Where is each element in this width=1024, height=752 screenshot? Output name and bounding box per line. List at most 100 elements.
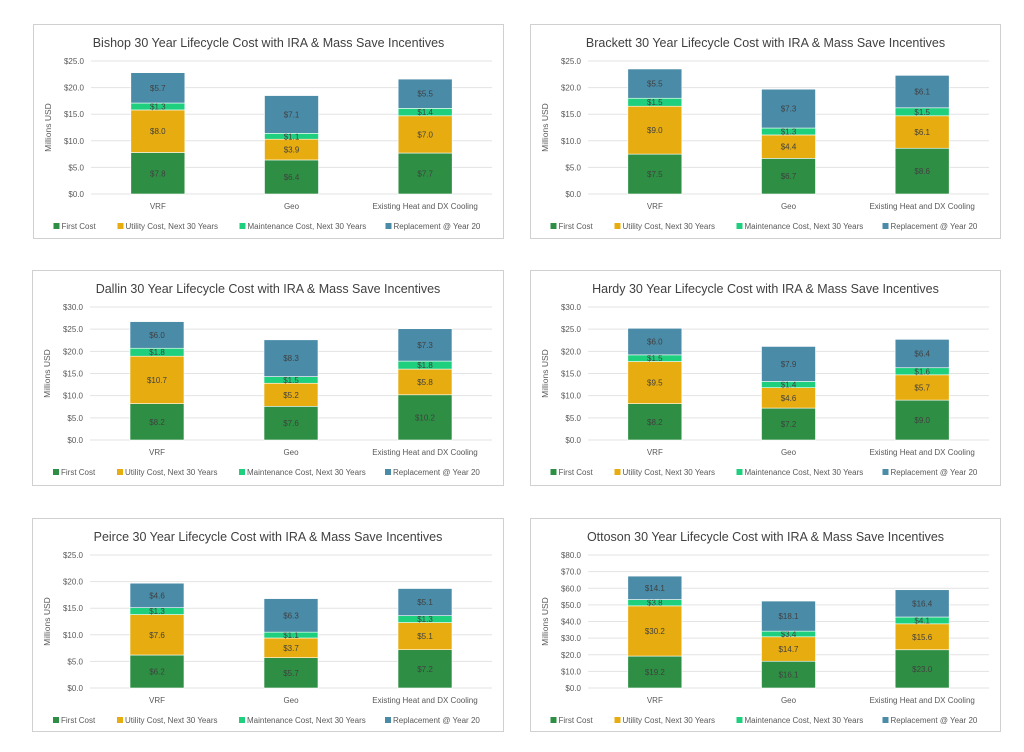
- legend-label: First Cost: [559, 468, 594, 477]
- chart-brackett: Brackett 30 Year Lifecycle Cost with IRA…: [530, 24, 1001, 239]
- legend-swatch-utility: [614, 469, 621, 475]
- legend-swatch-utility: [614, 223, 621, 229]
- bar-segment-first-cost: [627, 403, 683, 441]
- data-label: $1.1: [283, 631, 299, 640]
- x-category-label: Geo: [781, 696, 797, 705]
- data-label: $8.3: [283, 354, 299, 363]
- legend-swatch-replacement: [385, 469, 391, 475]
- legend-label: Utility Cost, Next 30 Years: [125, 716, 217, 725]
- data-label: $14.7: [778, 645, 799, 654]
- data-label: $10.7: [147, 376, 168, 385]
- bar-segment-utility: [627, 105, 683, 155]
- legend-swatch-utility: [117, 717, 123, 723]
- data-label: $1.5: [647, 98, 663, 107]
- bar-segment-replacement: [263, 339, 319, 377]
- y-tick-label: $5.0: [68, 163, 84, 172]
- chart-peirce: Peirce 30 Year Lifecycle Cost with IRA &…: [32, 518, 504, 732]
- data-label: $5.7: [283, 669, 299, 678]
- data-label: $1.5: [914, 108, 930, 117]
- chart-svg: Dallin 30 Year Lifecycle Cost with IRA &…: [42, 282, 492, 477]
- legend-label: Maintenance Cost, Next 30 Years: [745, 716, 864, 725]
- y-tick-label: $20.0: [64, 84, 85, 93]
- data-label: $8.2: [149, 418, 165, 427]
- x-category-label: Geo: [781, 202, 797, 211]
- bar-segment-replacement: [627, 575, 683, 600]
- legend-swatch-first-cost: [550, 469, 557, 475]
- data-label: $6.4: [914, 350, 930, 359]
- data-label: $1.3: [417, 615, 433, 624]
- data-label: $14.1: [645, 584, 666, 593]
- bar-segment-first-cost: [761, 407, 816, 441]
- bar-segment-replacement: [129, 321, 185, 349]
- y-tick-label: $20.0: [561, 84, 582, 93]
- chart-bishop: Bishop 30 Year Lifecycle Cost with IRA &…: [33, 24, 504, 239]
- bar-segment-first-cost: [894, 649, 950, 689]
- chart-title: Brackett 30 Year Lifecycle Cost with IRA…: [586, 36, 945, 50]
- data-label: $8.2: [647, 418, 663, 427]
- legend-label: First Cost: [559, 716, 594, 725]
- data-label: $1.8: [417, 361, 433, 370]
- x-category-label: Geo: [283, 448, 299, 457]
- x-category-label: Existing Heat and DX Cooling: [372, 202, 477, 211]
- data-label: $7.2: [417, 665, 433, 674]
- bar-segment-utility: [129, 355, 185, 404]
- bar-segment-replacement: [130, 72, 186, 104]
- legend-label: First Cost: [61, 716, 96, 725]
- y-tick-label: $30.0: [561, 303, 582, 312]
- data-label: $8.0: [150, 127, 166, 136]
- data-label: $5.7: [914, 383, 930, 392]
- bar-segment-utility: [627, 361, 683, 404]
- bar-segment-utility: [130, 109, 186, 153]
- data-label: $1.4: [417, 108, 433, 117]
- y-tick-label: $10.0: [63, 392, 84, 401]
- bar-segment-first-cost: [397, 152, 453, 195]
- y-tick-label: $0.0: [565, 190, 581, 199]
- data-label: $1.3: [781, 127, 797, 136]
- y-tick-label: $50.0: [561, 601, 582, 610]
- y-axis-title: Millions USD: [540, 349, 550, 398]
- data-label: $7.8: [150, 169, 166, 178]
- legend-swatch-maintenance: [239, 717, 245, 723]
- data-label: $5.2: [283, 391, 299, 400]
- data-label: $5.5: [417, 90, 433, 99]
- legend-swatch-first-cost: [550, 717, 557, 723]
- bar-segment-utility: [397, 115, 453, 154]
- bar-segment-first-cost: [894, 399, 950, 441]
- legend-swatch-maintenance: [736, 223, 743, 229]
- legend-label: Maintenance Cost, Next 30 Years: [745, 222, 864, 231]
- legend-swatch-replacement: [385, 717, 391, 723]
- y-tick-label: $0.0: [565, 684, 581, 693]
- data-label: $8.6: [914, 167, 930, 176]
- data-label: $1.1: [284, 132, 300, 141]
- y-tick-label: $10.0: [63, 631, 84, 640]
- data-label: $1.3: [150, 102, 166, 111]
- legend-label: Utility Cost, Next 30 Years: [125, 468, 217, 477]
- data-label: $1.3: [149, 607, 165, 616]
- y-tick-label: $10.0: [561, 137, 582, 146]
- legend-label: First Cost: [61, 468, 96, 477]
- y-tick-label: $15.0: [64, 110, 85, 119]
- y-tick-label: $15.0: [561, 370, 582, 379]
- legend-swatch-maintenance: [239, 223, 246, 229]
- chart-title: Peirce 30 Year Lifecycle Cost with IRA &…: [94, 530, 443, 544]
- y-tick-label: $20.0: [561, 651, 582, 660]
- chart-svg: Bishop 30 Year Lifecycle Cost with IRA &…: [43, 36, 492, 231]
- data-label: $1.4: [781, 381, 797, 390]
- legend-swatch-first-cost: [53, 223, 60, 229]
- y-tick-label: $10.0: [561, 392, 582, 401]
- data-label: $5.1: [417, 632, 433, 641]
- y-axis-title: Millions USD: [540, 597, 550, 646]
- data-label: $9.0: [914, 416, 930, 425]
- data-label: $7.2: [781, 420, 797, 429]
- bar-segment-first-cost: [263, 657, 319, 689]
- chart-hardy: Hardy 30 Year Lifecycle Cost with IRA & …: [530, 270, 1001, 486]
- data-label: $5.1: [417, 598, 433, 607]
- bar-segment-first-cost: [627, 655, 683, 689]
- bar-segment-replacement: [761, 600, 816, 632]
- y-tick-label: $30.0: [561, 634, 582, 643]
- y-tick-label: $25.0: [561, 57, 582, 66]
- chart-svg: Hardy 30 Year Lifecycle Cost with IRA & …: [540, 282, 989, 477]
- bar-segment-replacement: [129, 582, 185, 608]
- bar-segment-first-cost: [397, 649, 453, 689]
- legend-label: Replacement @ Year 20: [891, 468, 978, 477]
